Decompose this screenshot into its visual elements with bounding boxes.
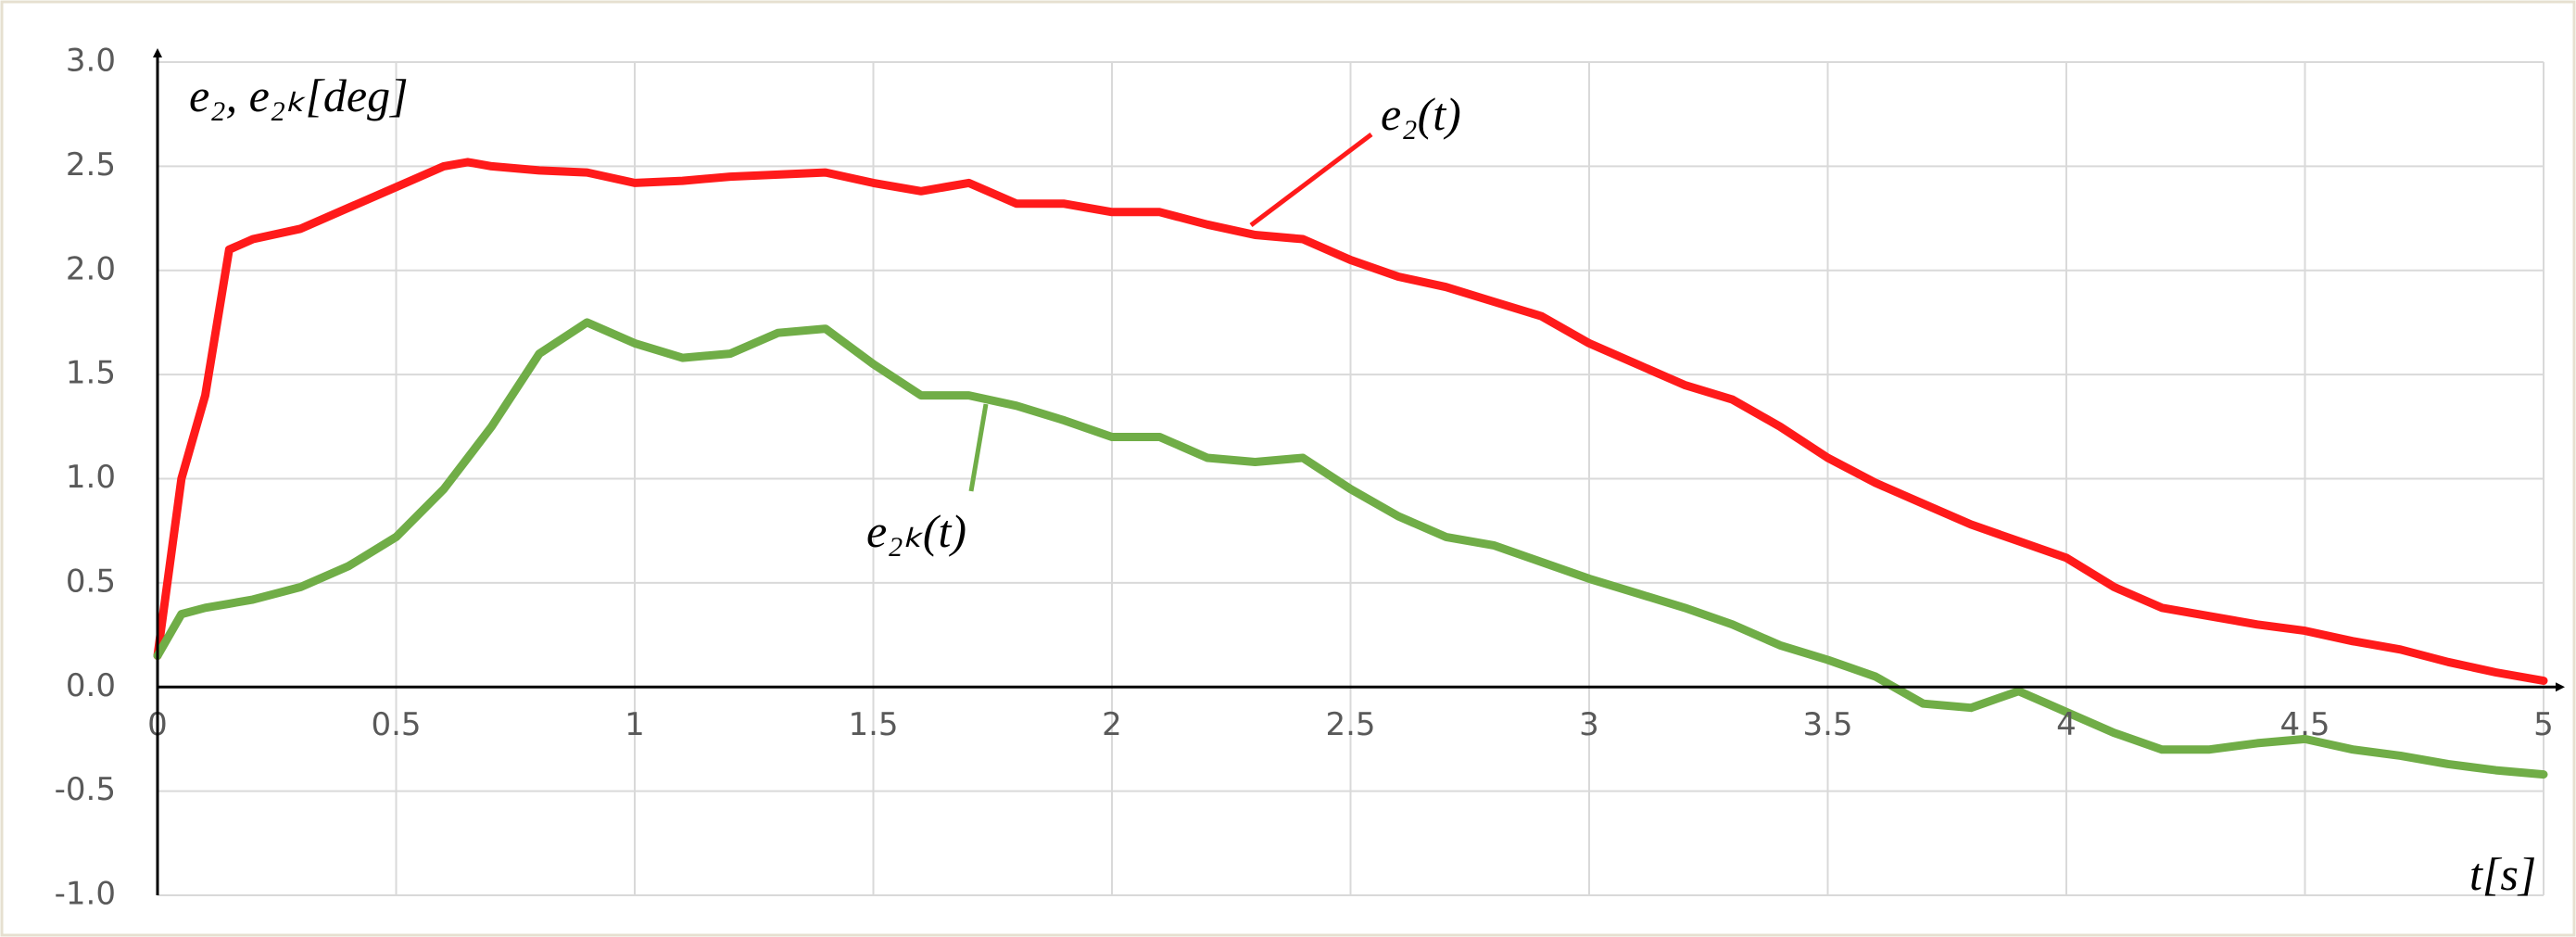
y-tick-label: 3.0	[66, 43, 116, 80]
plot-lines	[153, 158, 2548, 779]
x-tick-label: 5	[2533, 706, 2554, 743]
x-tick-label: 3	[1579, 706, 1599, 743]
x-tick-label: 2.5	[1325, 706, 1375, 743]
data-line	[153, 318, 2548, 779]
y-tick-label: 1.5	[66, 355, 116, 392]
grid	[157, 61, 2544, 896]
axes: 3.02.52.01.51.00.50.0-0.5-1.000.511.522.…	[55, 43, 2565, 913]
y-axis-label: e₂, e₂ₖ[deg]	[189, 70, 409, 121]
y-tick-label: 2.0	[66, 250, 116, 287]
x-tick-label: 2	[1102, 706, 1122, 743]
x-axis-label: t[s]	[2469, 848, 2536, 900]
x-tick-label: 1.5	[848, 706, 898, 743]
x-tick-label: 4	[2056, 706, 2077, 743]
annotation-leader	[968, 403, 989, 492]
y-tick-label: 0.5	[66, 563, 116, 600]
data-line	[153, 158, 2548, 685]
annotation-leader	[1249, 133, 1373, 227]
y-tick-label: 0.0	[66, 667, 116, 704]
annotation: e₂ₖ(t)	[866, 505, 966, 557]
x-tick-label: 3.5	[1802, 706, 1852, 743]
x-tick-label: 0.5	[371, 706, 421, 743]
annotation: e₂(t)	[1381, 88, 1461, 140]
y-tick-label: -1.0	[55, 876, 116, 913]
y-tick-label: 1.0	[66, 459, 116, 496]
x-tick-label: 4.5	[2279, 706, 2330, 743]
y-tick-label: -0.5	[55, 771, 116, 808]
x-tick-label: 1	[625, 706, 645, 743]
y-tick-label: 2.5	[66, 146, 116, 184]
